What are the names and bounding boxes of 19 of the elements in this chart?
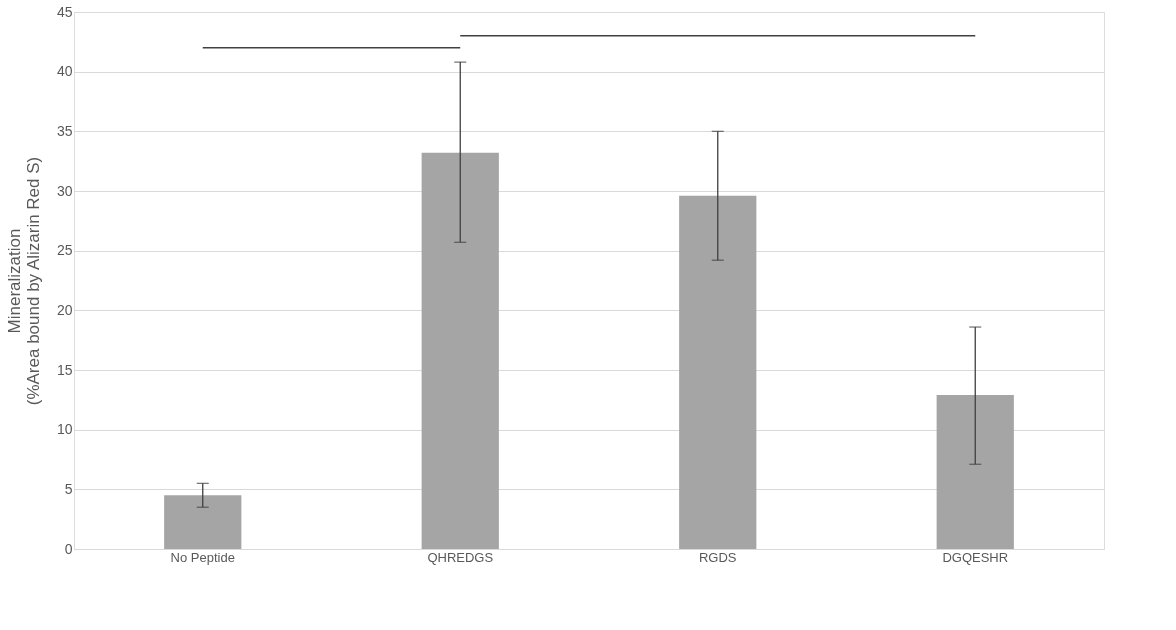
bar <box>679 195 757 549</box>
y-tick-label: 35 <box>56 122 73 139</box>
y-axis-title: Mineralization (%Area bound by Alizarin Red S) <box>4 156 43 406</box>
bar <box>936 395 1014 549</box>
x-tick-label: DGQESHR <box>942 549 1009 565</box>
bar <box>164 495 242 549</box>
y-tick-label: 5 <box>64 480 73 497</box>
y-tick-label: 40 <box>56 63 73 80</box>
y-tick-label: 45 <box>56 3 73 20</box>
y-tick-label: 10 <box>56 421 73 438</box>
y-tick-label: 15 <box>56 361 73 378</box>
y-tick-label: 20 <box>56 301 73 318</box>
x-tick-label: QHREDGS <box>427 549 494 565</box>
y-tick-label: 0 <box>64 540 73 557</box>
x-tick-label: No Peptide <box>170 549 235 565</box>
bar <box>421 152 499 549</box>
y-tick-label: 25 <box>56 242 73 259</box>
y-tick-label: 30 <box>56 182 73 199</box>
x-tick-label: RGDS <box>698 549 737 565</box>
